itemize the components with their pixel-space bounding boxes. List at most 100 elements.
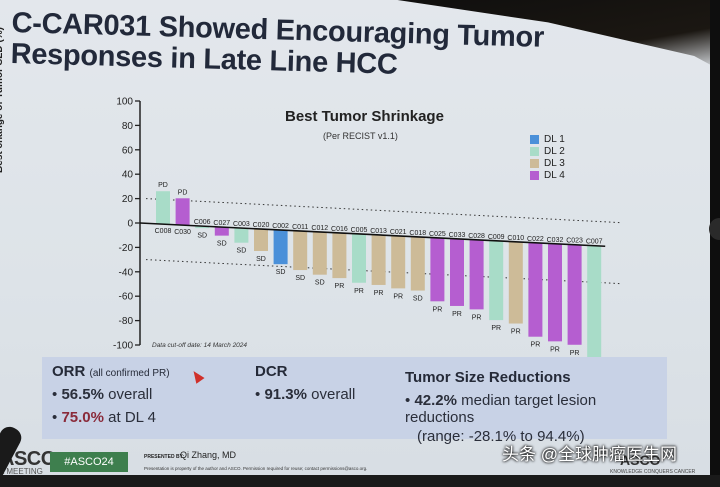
patient-id-label: C016 [331, 226, 348, 233]
bar-C030 [175, 198, 190, 226]
patient-id-label: C002 [272, 223, 289, 230]
y-tick-label: 60 [122, 145, 134, 156]
slide: C-CAR031 Showed Encouraging Tumor Respon… [0, 0, 720, 476]
response-label: PR [472, 314, 482, 321]
legend-label: DL 3 [544, 157, 565, 169]
tsr-median: • 42.2% median target lesion reductions [405, 392, 667, 426]
response-label: SD [315, 280, 325, 287]
dcr-overall: • 91.3% overall [255, 386, 355, 403]
bar-C032 [548, 243, 562, 342]
tsr-heading: Tumor Size Reductions [405, 369, 571, 386]
orr-dl4: • 75.0% at DL 4 [52, 409, 170, 426]
y-tick-label: 0 [127, 219, 133, 230]
patient-id-label: C009 [488, 234, 505, 241]
legend-label: DL 1 [544, 133, 565, 145]
orr-dl4-value: 75.0% [61, 409, 104, 426]
data-cutoff-note: Data cut-off date: 14 March 2024 [152, 342, 248, 349]
patient-id-label: C033 [449, 232, 466, 239]
response-label: PR [511, 329, 521, 336]
y-tick-label: -20 [119, 243, 134, 254]
dcr-column: DCR • 91.3% overall [255, 363, 355, 403]
orr-overall-text: overall [103, 386, 153, 403]
bar-C012 [312, 231, 327, 275]
presented-by-label: PRESENTED BY: [144, 454, 185, 460]
patient-id-label: C025 [429, 231, 446, 238]
response-label: PR [374, 290, 384, 297]
bar-C027 [214, 227, 229, 236]
orr-dl4-text: at DL 4 [103, 409, 156, 426]
tsr-text: median target lesion reductions [405, 392, 597, 426]
bar-C002 [273, 230, 288, 265]
waterfall-chart: 100 80 60 40 20 0 -20 -40 -60 -80 -100 C008 PD C030 PD… [113, 97, 622, 361]
bar-C018 [410, 236, 425, 291]
patient-id-label: C032 [547, 237, 564, 244]
zero-baseline [139, 222, 606, 248]
bar-C008 [156, 191, 170, 225]
legend-item-dl3: DL 3 [530, 157, 565, 169]
legend-swatch [530, 146, 539, 156]
bar-C006 [195, 226, 210, 229]
y-tick-label: -40 [119, 267, 134, 278]
patient-id-label: C020 [253, 222, 270, 229]
bar-C023 [567, 244, 582, 345]
dcr-text: overall [306, 386, 356, 403]
bar-C009 [489, 240, 504, 321]
chart-subtitle: (Per RECIST v1.1) [323, 131, 398, 141]
bar-C007 [587, 245, 602, 361]
legend-item-dl1: DL 1 [530, 133, 565, 145]
bullet: • [52, 409, 58, 426]
response-label: SD [217, 241, 227, 248]
slide-nav-button[interactable] [709, 218, 720, 240]
patient-id-label: C018 [409, 230, 426, 237]
bar-C033 [450, 238, 464, 306]
patient-id-label: C007 [586, 239, 603, 246]
patient-id-label: C003 [233, 221, 250, 228]
tsr-range: (range: -28.1% to 94.4%) [417, 428, 585, 445]
patient-id-label: C013 [370, 228, 387, 235]
patient-id-label: C005 [351, 227, 368, 234]
response-label: PR [433, 306, 443, 313]
asco-logo-right: ASCO [620, 452, 661, 468]
dcr-value: 91.3% [264, 386, 307, 403]
patient-id-label: C010 [507, 235, 524, 242]
bar-C028 [469, 239, 484, 310]
tsr-value: 42.2% [414, 392, 457, 409]
y-tick-label: -100 [113, 341, 133, 352]
bullet: • [405, 392, 411, 409]
response-label: PD [158, 182, 168, 189]
legend-label: DL 4 [544, 169, 565, 181]
legend-item-dl2: DL 2 [530, 145, 565, 157]
response-label: PR [452, 311, 462, 318]
legend-label: DL 2 [544, 145, 565, 157]
orr-title: ORR [52, 363, 86, 380]
response-label: PR [570, 350, 580, 357]
bar-C020 [254, 229, 268, 252]
orr-overall-value: 56.5% [61, 386, 104, 403]
watermark: 头条 @全球肿瘤医生网 [502, 445, 677, 464]
y-tick-label: 20 [122, 194, 134, 205]
patient-id-label: C022 [527, 236, 544, 243]
response-label: PD [178, 189, 188, 196]
patient-id-label: C008 [155, 228, 172, 235]
response-label: PR [531, 342, 541, 349]
patient-id-label: C011 [292, 224, 308, 231]
annual-meeting-label: L MEETING [0, 467, 43, 476]
patient-id-label: C028 [468, 233, 485, 240]
y-tick-label: 100 [116, 97, 133, 108]
response-label: SD [295, 275, 305, 282]
patient-id-label: C006 [194, 219, 211, 226]
disclaimer-text: Presentation is property of the author a… [144, 466, 368, 471]
legend-item-dl4: DL 4 [530, 169, 565, 181]
bar-C022 [528, 242, 543, 337]
response-label: SD [276, 269, 286, 276]
bar-C016 [332, 232, 347, 279]
response-label: PR [354, 288, 364, 295]
y-tick-label: 40 [122, 170, 134, 181]
bar-C011 [293, 231, 308, 271]
chart-title: Best Tumor Shrinkage [285, 108, 444, 125]
response-label: SD [197, 232, 207, 239]
patient-id-label: C023 [566, 238, 583, 245]
dcr-heading: DCR [255, 363, 288, 380]
bar-C003 [234, 228, 249, 243]
hashtag-badge: #ASCO24 [50, 452, 128, 472]
